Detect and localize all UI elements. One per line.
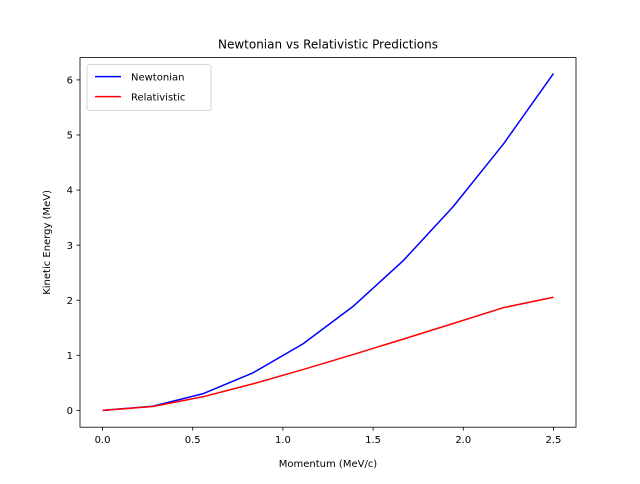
y-tick-label: 3 [67,241,73,252]
y-tick-label: 2 [67,296,73,307]
y-tick-label: 4 [67,186,73,197]
series-layer [102,73,555,412]
legend: Newtonian Relativistic [86,64,212,111]
x-axis: 0.0 0.5 1.0 1.5 2.0 2.5 [95,427,562,446]
y-axis: 0 1 2 3 4 5 6 [67,76,80,417]
series-line-newtonian [102,73,555,412]
x-tick-label: 1.0 [275,435,291,446]
y-tick-label: 5 [67,131,73,142]
y-tick-label: 1 [67,351,73,362]
plot-frame [79,57,577,428]
y-tick-label: 0 [67,406,73,417]
y-tick-label: 6 [67,76,73,87]
x-tick-label: 1.5 [365,435,381,446]
legend-label-newtonian: Newtonian [131,72,184,83]
x-tick-label: 0.0 [95,435,111,446]
y-axis-label: Kinetic Energy (MeV) [42,190,53,295]
x-tick-label: 2.0 [455,435,471,446]
legend-label-relativistic: Relativistic [131,92,185,103]
x-tick-label: 0.5 [185,435,201,446]
series-line-relativistic [102,296,554,412]
chart-title: Newtonian vs Relativistic Predictions [218,38,438,52]
x-tick-label: 2.5 [546,435,562,446]
x-axis-label: Momentum (MeV/c) [279,459,378,470]
